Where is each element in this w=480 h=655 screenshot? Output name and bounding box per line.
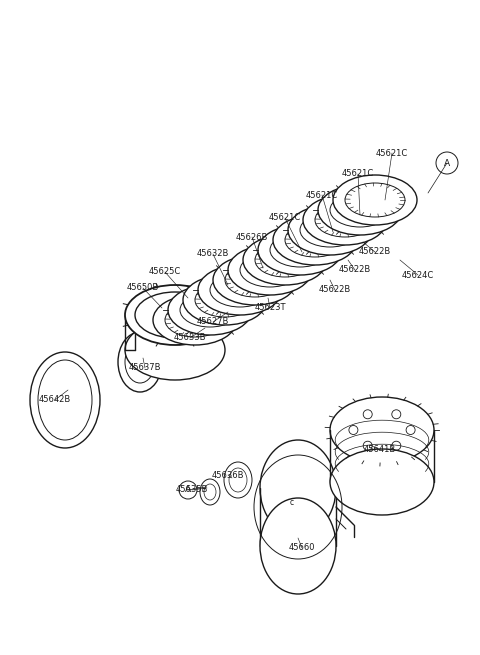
Text: 45660: 45660 [289,544,315,553]
Text: 45624C: 45624C [402,271,434,280]
Text: 45632B: 45632B [197,250,229,259]
Text: 45633B: 45633B [174,333,206,343]
Ellipse shape [330,449,434,515]
Ellipse shape [303,195,387,245]
Text: 45641B: 45641B [364,445,396,455]
Ellipse shape [330,397,434,463]
Text: 45636B: 45636B [212,470,244,479]
Ellipse shape [183,275,267,325]
Text: 45622B: 45622B [359,248,391,257]
Text: A: A [185,485,191,495]
Text: 45622B: 45622B [319,286,351,295]
Ellipse shape [333,175,417,225]
Ellipse shape [125,320,225,380]
Ellipse shape [260,440,336,536]
Ellipse shape [273,215,357,265]
Ellipse shape [243,235,327,285]
Text: 45626B: 45626B [236,233,268,242]
Text: 45627B: 45627B [197,318,229,326]
Ellipse shape [213,255,297,305]
Ellipse shape [125,285,225,345]
Ellipse shape [288,205,372,255]
Ellipse shape [318,185,402,235]
Ellipse shape [30,352,100,448]
Text: 45642B: 45642B [39,396,71,405]
Ellipse shape [118,332,162,392]
Ellipse shape [228,245,312,295]
Text: 45621C: 45621C [269,214,301,223]
Ellipse shape [153,295,237,345]
Ellipse shape [258,225,342,275]
Text: A: A [444,159,450,168]
Text: 45623T: 45623T [254,303,286,312]
Text: 45637B: 45637B [129,364,161,373]
Text: 45621C: 45621C [376,149,408,157]
Text: 45625C: 45625C [149,267,181,276]
Ellipse shape [224,462,252,498]
Text: 45635B: 45635B [176,485,208,495]
Ellipse shape [260,498,336,594]
Ellipse shape [168,285,252,335]
Ellipse shape [198,265,282,315]
Ellipse shape [200,479,220,505]
Text: 45621C: 45621C [342,170,374,179]
Text: 45622B: 45622B [339,265,371,274]
Text: 45621C: 45621C [306,191,338,200]
Text: c: c [290,498,294,507]
Text: 45650B: 45650B [127,284,159,293]
